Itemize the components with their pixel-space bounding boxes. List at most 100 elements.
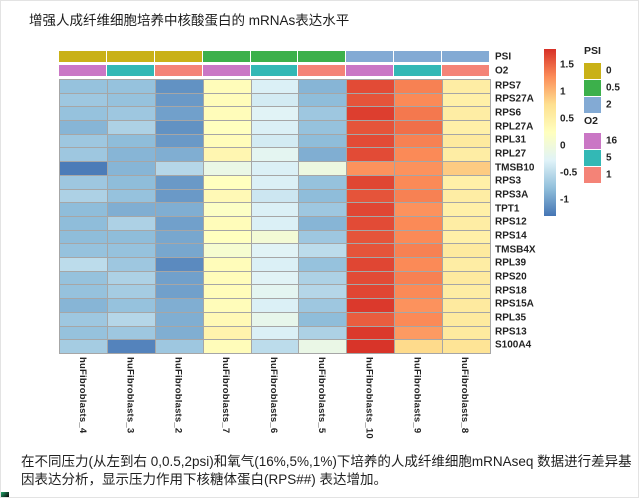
heatmap-cell — [251, 285, 299, 299]
heatmap-cell — [251, 230, 299, 244]
psi-annotation-cell — [442, 51, 489, 62]
heatmap-cell — [155, 203, 203, 216]
heatmap-cell — [107, 107, 155, 121]
heatmap-cell — [203, 258, 251, 271]
heatmap-cell — [299, 93, 347, 107]
heatmap-cell — [251, 175, 299, 189]
heatmap-cell — [251, 326, 299, 340]
heatmap-cell — [347, 340, 395, 353]
heatmap-cell — [155, 189, 203, 203]
gene-row-label: RPS18 — [495, 285, 527, 297]
gene-row-label: TMSB4X — [495, 244, 536, 256]
legend-swatch — [584, 63, 601, 79]
heatmap-cell — [60, 134, 107, 148]
heatmap-cell — [251, 107, 299, 121]
heatmap-cell — [203, 148, 251, 162]
heatmap-cell — [443, 162, 490, 175]
heatmap-cell — [203, 285, 251, 299]
heatmap-cell — [299, 258, 347, 271]
psi-row-label: PSI — [495, 51, 512, 63]
heatmap-cell — [107, 258, 155, 271]
heatmap-cell — [107, 326, 155, 340]
heatmap-cell — [60, 299, 107, 312]
heatmap-cell — [107, 271, 155, 285]
heatmap-cell — [443, 189, 490, 203]
heatmap-cell — [107, 121, 155, 134]
heatmap-cell — [203, 244, 251, 258]
heatmap-cell — [155, 230, 203, 244]
legend-entry-label: 1 — [606, 169, 612, 181]
heatmap-cell — [395, 148, 443, 162]
heatmap-cell — [443, 244, 490, 258]
heatmap-cell — [155, 148, 203, 162]
gene-row-label: RPS6 — [495, 107, 522, 119]
heatmap-cell — [60, 340, 107, 353]
heatmap-cell — [60, 203, 107, 216]
o2-annotation-cell — [154, 65, 202, 76]
heatmap-cell — [203, 189, 251, 203]
heatmap-cell — [443, 326, 490, 340]
heatmap-cell — [203, 93, 251, 107]
gene-row-label: RPS14 — [495, 230, 527, 242]
heatmap-cell — [251, 271, 299, 285]
heatmap-cell — [395, 244, 443, 258]
colorbar-tick-label: 0 — [560, 140, 566, 152]
heatmap-cell — [155, 216, 203, 230]
heatmap-cell — [203, 326, 251, 340]
heatmap-cell — [347, 271, 395, 285]
heatmap-cell — [395, 121, 443, 134]
heatmap-cell — [155, 244, 203, 258]
heatmap-cell — [60, 216, 107, 230]
heatmap-cell — [395, 189, 443, 203]
heatmap-cell — [60, 258, 107, 271]
heatmap-cell — [347, 134, 395, 148]
heatmap-cell — [60, 312, 107, 326]
gene-row-label: RPS12 — [495, 216, 527, 228]
heatmap-cell — [107, 299, 155, 312]
heatmap-cell — [443, 134, 490, 148]
heatmap-cell — [299, 148, 347, 162]
heatmap-cell — [443, 299, 490, 312]
heatmap-cell — [299, 230, 347, 244]
heatmap-cell — [299, 216, 347, 230]
legend-swatch — [584, 167, 601, 183]
legend-entry-label: 16 — [606, 135, 618, 147]
heatmap-cell — [203, 121, 251, 134]
legend-swatch — [584, 80, 601, 96]
o2-annotation-cell — [442, 65, 489, 76]
o2-legend-title: O2 — [584, 115, 599, 127]
heatmap-cell — [347, 80, 395, 93]
heatmap-cell — [299, 107, 347, 121]
heatmap-cell — [251, 189, 299, 203]
heatmap-cell — [155, 175, 203, 189]
o2-annotation-row — [59, 65, 489, 76]
heatmap-cell — [107, 134, 155, 148]
gene-row-label: RPS13 — [495, 326, 527, 338]
gene-row-label: RPL27 — [495, 148, 527, 160]
heatmap-cell — [107, 162, 155, 175]
heatmap-cell — [395, 258, 443, 271]
gene-row-label: RPS15A — [495, 298, 534, 310]
heatmap-cell — [155, 285, 203, 299]
heatmap-cell — [155, 107, 203, 121]
heatmap-cell — [347, 230, 395, 244]
heatmap-cell — [251, 203, 299, 216]
heatmap-cell — [60, 175, 107, 189]
heatmap-cell — [251, 299, 299, 312]
gene-row-label: RPL39 — [495, 257, 527, 269]
o2-annotation-cell — [106, 65, 154, 76]
heatmap-cell — [203, 162, 251, 175]
gene-row-label: S100A4 — [495, 339, 532, 351]
heatmap-cell — [395, 271, 443, 285]
legend-entry-label: 0.5 — [606, 82, 620, 94]
gene-row-label: RPS3 — [495, 175, 522, 187]
heatmap-cell — [347, 312, 395, 326]
psi-annotation-row — [59, 51, 489, 62]
heatmap-cell — [203, 80, 251, 93]
figure-caption: 在不同压力(从左到右 0,0.5,2psi)和氧气(16%,5%,1%)下培养的… — [21, 454, 632, 487]
heatmap-cell — [347, 326, 395, 340]
heatmap-cell — [299, 271, 347, 285]
gene-row-label: TMSB10 — [495, 162, 535, 174]
colorbar-tick-label: 1 — [560, 86, 566, 98]
heatmap-cell — [443, 148, 490, 162]
